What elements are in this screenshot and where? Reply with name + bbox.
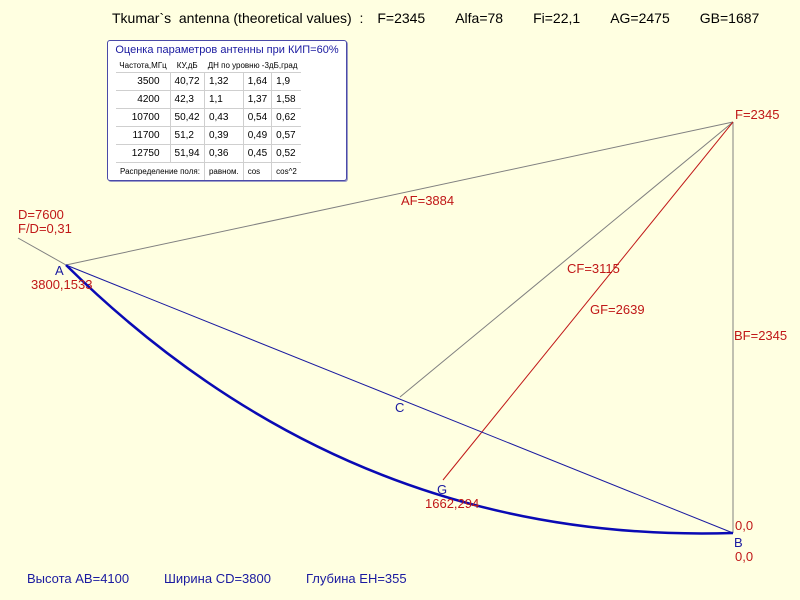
table-cell: 1,32 <box>204 72 244 91</box>
table-row: 4200 42,3 1,1 1,37 1,58 <box>116 90 301 109</box>
distribution-cos2: cos^2 <box>276 167 297 176</box>
table-cell: 0,39 <box>204 126 244 145</box>
column-header: Частота,МГц <box>116 59 171 73</box>
column-header: ДН по уровню -3дБ,град <box>204 59 301 73</box>
header-gb: GB=1687 <box>699 10 760 26</box>
line-gf <box>442 121 734 481</box>
header-fi: Fi=22,1 <box>533 10 581 26</box>
footer-depth: Глубина EH=355 <box>306 571 407 586</box>
table-cell: 10700 <box>116 108 171 127</box>
label-fd: F/D=0,31 <box>18 221 72 236</box>
line-d-tick <box>17 237 67 266</box>
label-b: B <box>734 535 743 550</box>
label-c: C <box>395 400 404 415</box>
distribution-label: Распределение поля: <box>116 162 205 180</box>
table-cell: 1,37 <box>243 90 273 109</box>
header-alfa: Alfa=78 <box>455 10 504 26</box>
panel-title: Оценка параметров антенны при КИП=60% <box>115 44 339 56</box>
reflector-arc <box>65 264 734 535</box>
distribution-row: Распределение поля: равном. cos cos^2 <box>116 162 301 180</box>
label-g: G <box>437 482 447 497</box>
line-ab <box>65 264 734 534</box>
table-cell: 0,45 <box>243 144 273 163</box>
table-row: 10700 50,42 0,43 0,54 0,62 <box>116 108 301 127</box>
label-b-coord-bottom: 0,0 <box>735 549 753 564</box>
header-ag: AG=2475 <box>610 10 670 26</box>
table-cell: 0,54 <box>243 108 273 127</box>
table-cell: 0,57 <box>271 126 301 145</box>
antenna-parameters-panel: Оценка параметров антенны при КИП=60% Ча… <box>107 40 347 181</box>
parameters-table: Частота,МГц КУ,дБ ДН по уровню -3дБ,град… <box>116 59 301 180</box>
table-cell: 0,62 <box>271 108 301 127</box>
line-af <box>65 121 734 266</box>
footer-height: Высота AB=4100 <box>27 571 130 586</box>
table-cell: 0,49 <box>243 126 273 145</box>
label-g-coord: 1662,294 <box>425 496 479 511</box>
table-row: 3500 40,72 1,32 1,64 1,9 <box>116 72 301 91</box>
footer-width: Ширина CD=3800 <box>164 571 271 586</box>
table-cell: 12750 <box>116 144 171 163</box>
table-cell: 40,72 <box>170 72 205 91</box>
label-d: D=7600 <box>18 207 64 222</box>
label-bf: BF=2345 <box>734 328 787 343</box>
table-cell: 0,36 <box>204 144 244 163</box>
table-cell: 1,64 <box>243 72 273 91</box>
label-a: A <box>55 263 64 278</box>
line-cf <box>399 121 734 398</box>
label-b-coord-top: 0,0 <box>735 518 753 533</box>
table-cell: 3500 <box>116 72 171 91</box>
table-header-row: Частота,МГц КУ,дБ ДН по уровню -3дБ,град <box>116 59 301 73</box>
table-cell: 51,94 <box>170 144 205 163</box>
column-header: КУ,дБ <box>170 59 205 73</box>
distribution-uniform: равном. <box>204 162 244 180</box>
table-cell: 1,9 <box>271 72 301 91</box>
table-cell: 0,52 <box>271 144 301 163</box>
label-a-coord: 3800,1533 <box>31 277 92 292</box>
header-f: F=2345 <box>377 10 426 26</box>
label-cf: CF=3115 <box>567 261 620 276</box>
table-cell: 50,42 <box>170 108 205 127</box>
table-cell: 0,43 <box>204 108 244 127</box>
label-af: AF=3884 <box>401 193 454 208</box>
label-f-point: F=2345 <box>735 107 779 122</box>
table-cell: 4200 <box>116 90 171 109</box>
header-title: Tkumar`s antenna (theoretical values) : <box>112 10 364 26</box>
label-gf: GF=2639 <box>590 302 645 317</box>
distribution-cos: cos <box>243 162 273 180</box>
table-cell: 11700 <box>116 126 171 145</box>
table-row: 12750 51,94 0,36 0,45 0,52 <box>116 144 301 163</box>
table-cell: 51,2 <box>170 126 205 145</box>
header-line: Tkumar`s antenna (theoretical values) : F… <box>112 10 759 26</box>
table-cell: 42,3 <box>170 90 205 109</box>
table-row: 11700 51,2 0,39 0,49 0,57 <box>116 126 301 145</box>
table-cell: 1,58 <box>271 90 301 109</box>
table-cell: 1,1 <box>204 90 244 109</box>
